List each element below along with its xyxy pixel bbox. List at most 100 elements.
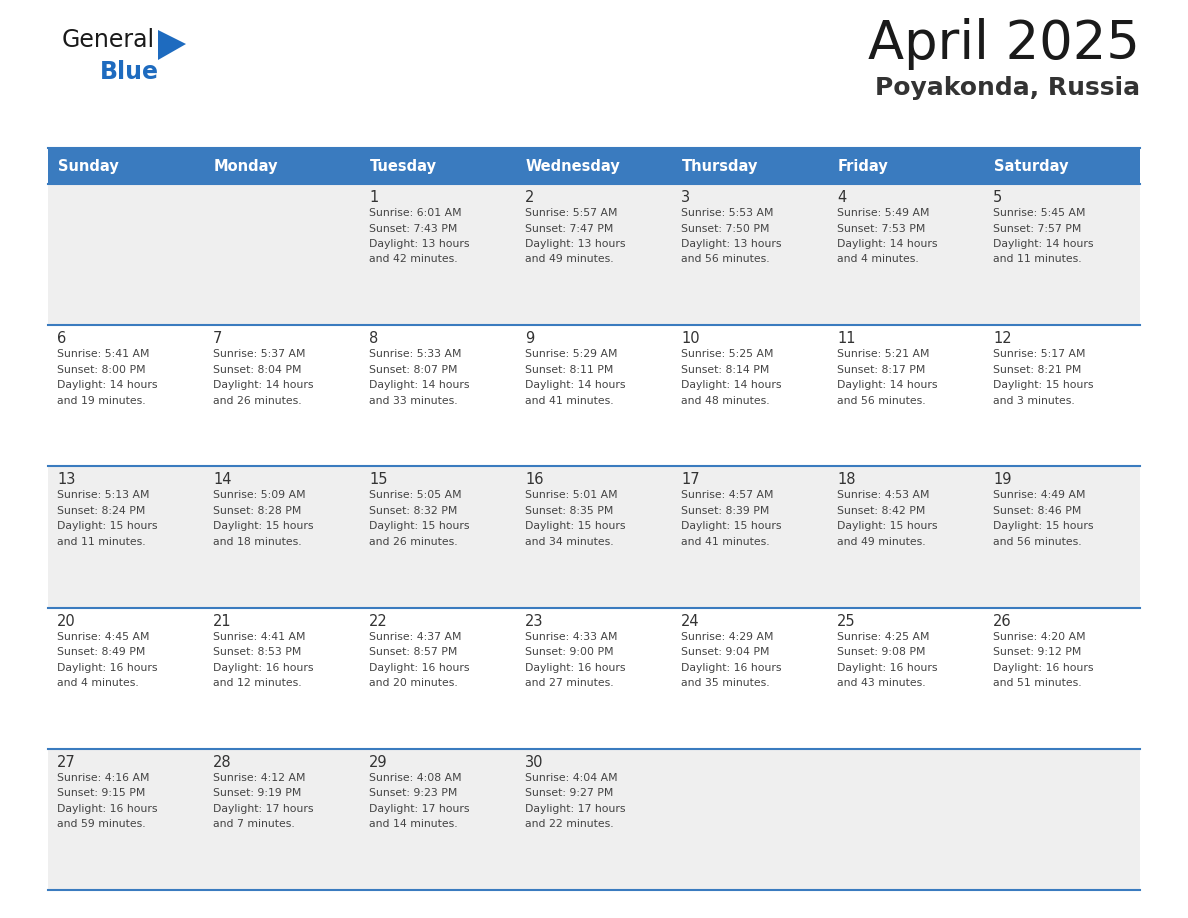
Text: Daylight: 15 hours: Daylight: 15 hours (993, 380, 1093, 390)
Text: Sunrise: 4:45 AM: Sunrise: 4:45 AM (57, 632, 150, 642)
Text: 16: 16 (525, 473, 543, 487)
Text: and 48 minutes.: and 48 minutes. (681, 396, 770, 406)
Text: and 19 minutes.: and 19 minutes. (57, 396, 146, 406)
Text: Sunset: 9:08 PM: Sunset: 9:08 PM (838, 647, 925, 657)
Text: Sunset: 9:00 PM: Sunset: 9:00 PM (525, 647, 614, 657)
Text: Wednesday: Wednesday (526, 159, 621, 174)
Text: Sunrise: 4:33 AM: Sunrise: 4:33 AM (525, 632, 618, 642)
Text: Sunrise: 4:57 AM: Sunrise: 4:57 AM (681, 490, 773, 500)
Text: Daylight: 17 hours: Daylight: 17 hours (525, 804, 626, 813)
Text: Thursday: Thursday (682, 159, 758, 174)
Text: Sunset: 8:46 PM: Sunset: 8:46 PM (993, 506, 1081, 516)
Text: Daylight: 15 hours: Daylight: 15 hours (525, 521, 626, 532)
Text: 19: 19 (993, 473, 1011, 487)
Text: Sunrise: 5:01 AM: Sunrise: 5:01 AM (525, 490, 618, 500)
Bar (48, 148, 204, 184)
Text: Sunset: 8:00 PM: Sunset: 8:00 PM (57, 364, 146, 375)
Text: and 26 minutes.: and 26 minutes. (369, 537, 457, 547)
Bar (360, 148, 516, 184)
Text: Daylight: 14 hours: Daylight: 14 hours (525, 380, 626, 390)
Text: and 59 minutes.: and 59 minutes. (57, 819, 146, 829)
Text: Sunset: 8:07 PM: Sunset: 8:07 PM (369, 364, 457, 375)
Text: and 11 minutes.: and 11 minutes. (993, 254, 1081, 264)
Text: 26: 26 (993, 613, 1012, 629)
Text: Daylight: 14 hours: Daylight: 14 hours (838, 380, 937, 390)
Text: Sunset: 8:35 PM: Sunset: 8:35 PM (525, 506, 613, 516)
Text: Sunrise: 5:33 AM: Sunrise: 5:33 AM (369, 349, 461, 359)
Text: Sunset: 9:15 PM: Sunset: 9:15 PM (57, 789, 145, 799)
Text: 22: 22 (369, 613, 387, 629)
Text: and 35 minutes.: and 35 minutes. (681, 678, 770, 688)
Text: Daylight: 16 hours: Daylight: 16 hours (681, 663, 782, 673)
Text: Daylight: 16 hours: Daylight: 16 hours (993, 663, 1093, 673)
Text: and 18 minutes.: and 18 minutes. (213, 537, 302, 547)
Text: Sunrise: 4:16 AM: Sunrise: 4:16 AM (57, 773, 150, 783)
Bar (48, 325, 1140, 466)
Text: Sunrise: 4:04 AM: Sunrise: 4:04 AM (525, 773, 618, 783)
Bar (48, 749, 1140, 890)
Text: Sunset: 7:47 PM: Sunset: 7:47 PM (525, 223, 613, 233)
Text: Sunrise: 5:41 AM: Sunrise: 5:41 AM (57, 349, 150, 359)
Text: 10: 10 (681, 331, 700, 346)
Text: 5: 5 (993, 190, 1003, 205)
Text: Saturday: Saturday (994, 159, 1068, 174)
Text: 30: 30 (525, 755, 543, 770)
Text: Sunrise: 5:45 AM: Sunrise: 5:45 AM (993, 208, 1086, 218)
Text: 20: 20 (57, 613, 76, 629)
Bar (48, 466, 1140, 608)
Text: Sunset: 7:57 PM: Sunset: 7:57 PM (993, 223, 1081, 233)
Text: Sunset: 7:43 PM: Sunset: 7:43 PM (369, 223, 457, 233)
Text: Daylight: 15 hours: Daylight: 15 hours (213, 521, 314, 532)
Text: Daylight: 14 hours: Daylight: 14 hours (57, 380, 158, 390)
Text: 21: 21 (213, 613, 232, 629)
Text: 7: 7 (213, 331, 222, 346)
Text: Sunrise: 4:37 AM: Sunrise: 4:37 AM (369, 632, 461, 642)
Text: Sunday: Sunday (58, 159, 119, 174)
Text: 27: 27 (57, 755, 76, 770)
Text: 24: 24 (681, 613, 700, 629)
Text: Daylight: 14 hours: Daylight: 14 hours (993, 239, 1093, 249)
Text: Sunrise: 5:21 AM: Sunrise: 5:21 AM (838, 349, 929, 359)
Text: General: General (62, 28, 156, 52)
Text: and 33 minutes.: and 33 minutes. (369, 396, 457, 406)
Text: 8: 8 (369, 331, 378, 346)
Text: and 34 minutes.: and 34 minutes. (525, 537, 614, 547)
Text: 4: 4 (838, 190, 846, 205)
Text: Sunset: 8:11 PM: Sunset: 8:11 PM (525, 364, 613, 375)
Text: Daylight: 15 hours: Daylight: 15 hours (369, 521, 469, 532)
Text: and 4 minutes.: and 4 minutes. (838, 254, 918, 264)
Text: Sunset: 8:24 PM: Sunset: 8:24 PM (57, 506, 145, 516)
Text: 18: 18 (838, 473, 855, 487)
Text: Daylight: 16 hours: Daylight: 16 hours (57, 804, 158, 813)
Text: and 27 minutes.: and 27 minutes. (525, 678, 614, 688)
Text: Daylight: 16 hours: Daylight: 16 hours (838, 663, 937, 673)
Text: Daylight: 15 hours: Daylight: 15 hours (838, 521, 937, 532)
Text: and 26 minutes.: and 26 minutes. (213, 396, 302, 406)
Text: and 49 minutes.: and 49 minutes. (838, 537, 925, 547)
Text: and 14 minutes.: and 14 minutes. (369, 819, 457, 829)
Text: Sunrise: 4:29 AM: Sunrise: 4:29 AM (681, 632, 773, 642)
Text: and 42 minutes.: and 42 minutes. (369, 254, 457, 264)
Text: Sunrise: 5:29 AM: Sunrise: 5:29 AM (525, 349, 618, 359)
Text: Daylight: 14 hours: Daylight: 14 hours (681, 380, 782, 390)
Text: Daylight: 16 hours: Daylight: 16 hours (525, 663, 626, 673)
Text: Daylight: 13 hours: Daylight: 13 hours (681, 239, 782, 249)
Text: 17: 17 (681, 473, 700, 487)
Text: 28: 28 (213, 755, 232, 770)
Text: 13: 13 (57, 473, 75, 487)
Text: Sunset: 9:19 PM: Sunset: 9:19 PM (213, 789, 302, 799)
Text: Sunset: 8:17 PM: Sunset: 8:17 PM (838, 364, 925, 375)
Text: Sunset: 9:23 PM: Sunset: 9:23 PM (369, 789, 457, 799)
Text: and 12 minutes.: and 12 minutes. (213, 678, 302, 688)
Text: Sunrise: 4:20 AM: Sunrise: 4:20 AM (993, 632, 1086, 642)
Text: and 4 minutes.: and 4 minutes. (57, 678, 139, 688)
Text: 23: 23 (525, 613, 543, 629)
Text: and 41 minutes.: and 41 minutes. (681, 537, 770, 547)
Text: Sunrise: 5:49 AM: Sunrise: 5:49 AM (838, 208, 929, 218)
Text: Sunset: 8:04 PM: Sunset: 8:04 PM (213, 364, 302, 375)
Text: Sunrise: 6:01 AM: Sunrise: 6:01 AM (369, 208, 462, 218)
Text: Sunset: 9:04 PM: Sunset: 9:04 PM (681, 647, 770, 657)
Text: Daylight: 16 hours: Daylight: 16 hours (57, 663, 158, 673)
Text: Sunrise: 5:05 AM: Sunrise: 5:05 AM (369, 490, 462, 500)
Text: Sunrise: 5:37 AM: Sunrise: 5:37 AM (213, 349, 305, 359)
